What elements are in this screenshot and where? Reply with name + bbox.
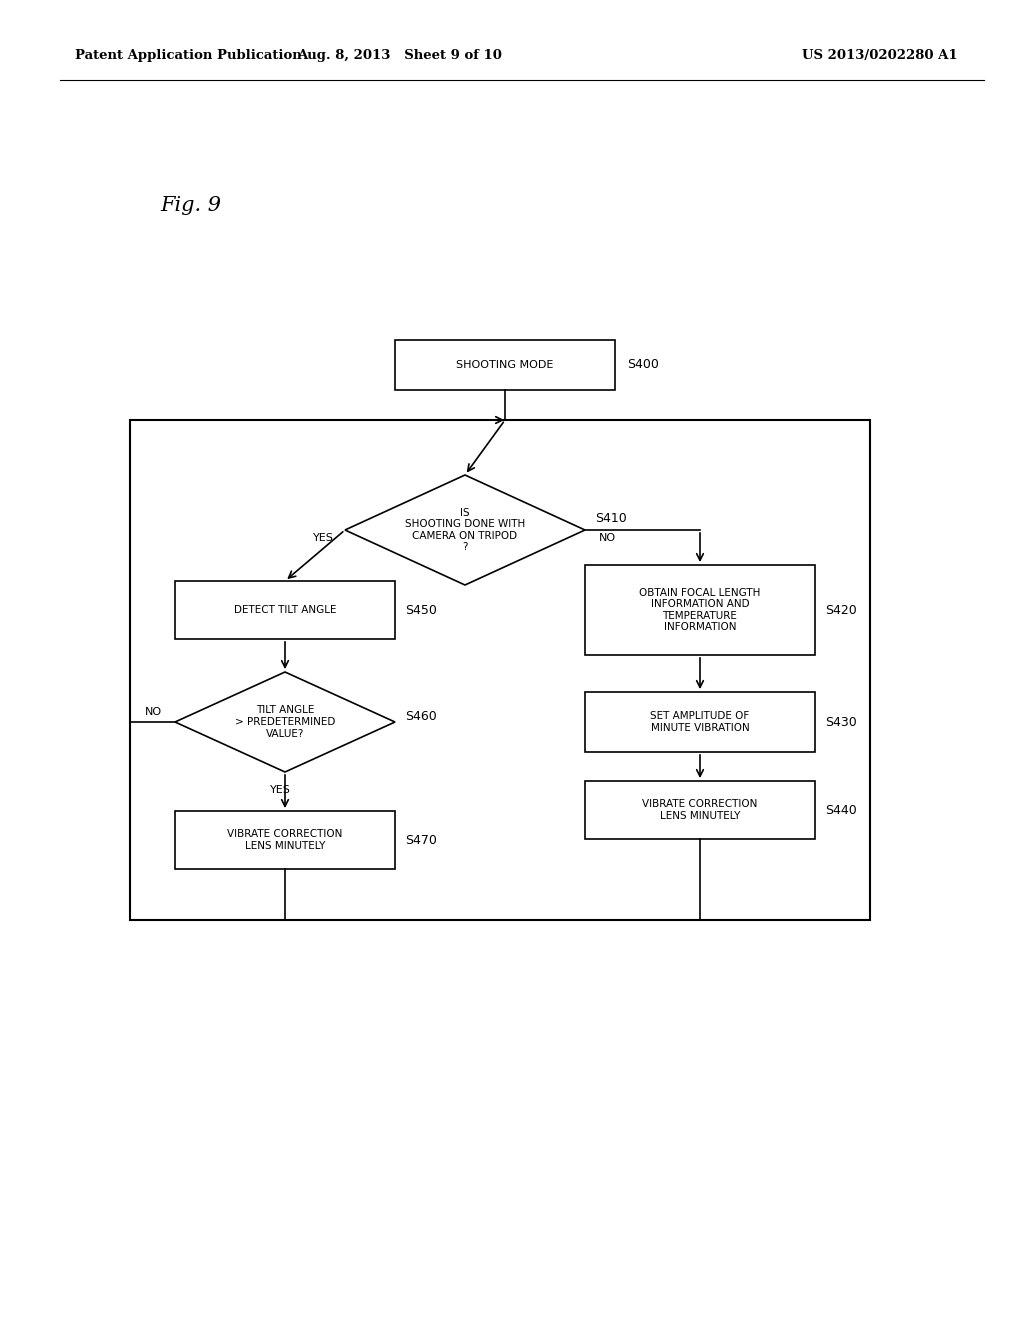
Bar	[395, 341, 615, 389]
Text: S400: S400	[627, 359, 658, 371]
Text: NO: NO	[144, 708, 162, 717]
Text: SET AMPLITUDE OF
MINUTE VIBRATION: SET AMPLITUDE OF MINUTE VIBRATION	[650, 711, 750, 733]
Text: OBTAIN FOCAL LENGTH
INFORMATION AND
TEMPERATURE
INFORMATION: OBTAIN FOCAL LENGTH INFORMATION AND TEMP…	[639, 587, 761, 632]
Text: S410: S410	[595, 511, 627, 524]
Text: S430: S430	[825, 715, 857, 729]
Bar	[175, 581, 395, 639]
Text: DETECT TILT ANGLE: DETECT TILT ANGLE	[233, 605, 336, 615]
Text: S470: S470	[406, 833, 437, 846]
Text: YES: YES	[312, 533, 334, 543]
Text: YES: YES	[269, 785, 291, 795]
Text: NO: NO	[598, 533, 615, 543]
Text: IS
SHOOTING DONE WITH
CAMERA ON TRIPOD
?: IS SHOOTING DONE WITH CAMERA ON TRIPOD ?	[404, 508, 525, 552]
Text: TILT ANGLE
> PREDETERMINED
VALUE?: TILT ANGLE > PREDETERMINED VALUE?	[234, 705, 335, 739]
Text: Fig. 9: Fig. 9	[160, 195, 221, 215]
Polygon shape	[345, 475, 585, 585]
Bar	[585, 781, 815, 840]
Text: VIBRATE CORRECTION
LENS MINUTELY: VIBRATE CORRECTION LENS MINUTELY	[642, 799, 758, 821]
Text: S460: S460	[406, 710, 437, 723]
Text: US 2013/0202280 A1: US 2013/0202280 A1	[802, 49, 957, 62]
Text: Patent Application Publication: Patent Application Publication	[75, 49, 302, 62]
Text: S440: S440	[825, 804, 857, 817]
Polygon shape	[175, 672, 395, 772]
Text: Aug. 8, 2013   Sheet 9 of 10: Aug. 8, 2013 Sheet 9 of 10	[298, 49, 503, 62]
Text: VIBRATE CORRECTION
LENS MINUTELY: VIBRATE CORRECTION LENS MINUTELY	[227, 829, 343, 851]
Text: SHOOTING MODE: SHOOTING MODE	[457, 360, 554, 370]
Bar	[175, 810, 395, 869]
Bar	[130, 420, 870, 920]
Bar	[585, 565, 815, 655]
Text: S420: S420	[825, 603, 857, 616]
Bar	[585, 692, 815, 752]
Text: S450: S450	[406, 603, 437, 616]
